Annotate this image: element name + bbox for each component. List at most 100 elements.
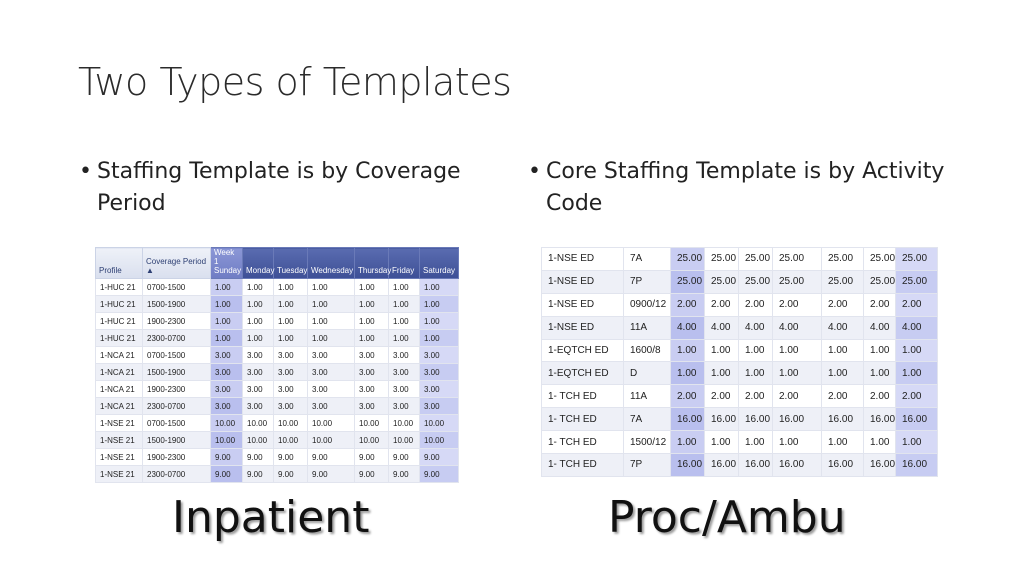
table-cell[interactable]: 9.00	[242, 465, 274, 483]
table-cell[interactable]: 25.00	[704, 247, 739, 271]
table-cell[interactable]: 1.00	[738, 361, 773, 386]
table-cell[interactable]: 1.00	[273, 295, 308, 313]
table-cell[interactable]: 3.00	[242, 363, 274, 381]
table-cell[interactable]: 16.00	[863, 407, 896, 432]
table-cell[interactable]: 1.00	[242, 312, 274, 330]
table-cell[interactable]: 1-NSE ED	[541, 315, 624, 340]
table-cell[interactable]: 9.00	[210, 465, 243, 483]
table-cell[interactable]: 9.00	[273, 465, 308, 483]
table-cell[interactable]: 10.00	[273, 431, 308, 449]
column-header-friday[interactable]: Friday	[388, 247, 420, 279]
table-row[interactable]: 1-NSE ED 0900/12 2.00 2.00 2.00 2.00 2.00 2.00 2…	[541, 292, 938, 317]
table-cell[interactable]: 10.00	[307, 431, 355, 449]
table-cell[interactable]: 16.00	[895, 453, 938, 477]
table-cell[interactable]: 25.00	[670, 269, 705, 294]
table-cell[interactable]: 1.00	[210, 278, 243, 296]
table-cell[interactable]: 1-NSE 21	[95, 465, 143, 483]
table-cell[interactable]: 1.00	[242, 278, 274, 296]
table-cell[interactable]: 25.00	[772, 269, 822, 294]
table-cell[interactable]: 10.00	[273, 414, 308, 432]
table-cell[interactable]: 1.00	[895, 338, 938, 363]
table-cell[interactable]: 1.00	[419, 312, 459, 330]
table-cell[interactable]: 1.00	[895, 361, 938, 386]
table-row[interactable]: 1-NSE ED 7P 25.00 25.00 25.00 25.00 25.00 25.00…	[541, 269, 938, 294]
table-cell[interactable]: 1.00	[821, 430, 864, 455]
table-cell[interactable]: 1-HUC 21	[95, 278, 143, 296]
table-cell[interactable]: 16.00	[704, 453, 739, 477]
column-header-sunday[interactable]: Week 1 Sunday	[210, 247, 243, 279]
table-cell[interactable]: 7P	[623, 269, 671, 294]
table-cell[interactable]: 1-HUC 21	[95, 312, 143, 330]
table-cell[interactable]: 2.00	[772, 292, 822, 317]
table-cell[interactable]: 2.00	[704, 292, 739, 317]
table-cell[interactable]: 7A	[623, 247, 671, 271]
table-cell[interactable]: 1.00	[388, 312, 420, 330]
table-cell[interactable]: D	[623, 361, 671, 386]
table-row[interactable]: 1-HUC 21 2300-0700 1.00 1.00 1.00 1.00 1.00 1.0…	[95, 329, 459, 347]
table-cell[interactable]: 1.00	[388, 278, 420, 296]
table-cell[interactable]: 3.00	[354, 397, 389, 415]
table-cell[interactable]: 3.00	[242, 380, 274, 398]
table-cell[interactable]: 3.00	[307, 380, 355, 398]
table-row[interactable]: 1- TCH ED 7P 16.00 16.00 16.00 16.00 16.00 16.0…	[541, 453, 938, 477]
table-cell[interactable]: 3.00	[273, 380, 308, 398]
table-cell[interactable]: 25.00	[704, 269, 739, 294]
table-cell[interactable]: 3.00	[210, 346, 243, 364]
table-cell[interactable]: 1.00	[821, 361, 864, 386]
table-cell[interactable]: 25.00	[895, 269, 938, 294]
table-cell[interactable]: 16.00	[895, 407, 938, 432]
table-cell[interactable]: 1.00	[307, 295, 355, 313]
table-cell[interactable]: 1.00	[273, 278, 308, 296]
column-header-coverage-period[interactable]: Coverage Period ▲	[142, 247, 211, 279]
table-cell[interactable]: 10.00	[307, 414, 355, 432]
table-cell[interactable]: 2.00	[670, 292, 705, 317]
table-cell[interactable]: 9.00	[354, 465, 389, 483]
table-cell[interactable]: 1.00	[354, 329, 389, 347]
table-row[interactable]: 1-NSE ED 7A 25.00 25.00 25.00 25.00 25.00 25.00…	[541, 247, 938, 271]
table-cell[interactable]: 1.00	[863, 361, 896, 386]
table-cell[interactable]: 0900/12	[623, 292, 671, 317]
table-cell[interactable]: 1.00	[772, 361, 822, 386]
table-cell[interactable]: 1500-1900	[142, 363, 211, 381]
table-cell[interactable]: 1.00	[772, 430, 822, 455]
column-header-tuesday[interactable]: Tuesday	[273, 247, 308, 279]
table-cell[interactable]: 25.00	[738, 269, 773, 294]
table-cell[interactable]: 1.00	[704, 338, 739, 363]
table-cell[interactable]: 3.00	[419, 346, 459, 364]
table-cell[interactable]: 1.00	[273, 312, 308, 330]
table-cell[interactable]: 1-NCA 21	[95, 380, 143, 398]
table-cell[interactable]: 25.00	[863, 247, 896, 271]
table-cell[interactable]: 10.00	[210, 431, 243, 449]
table-row[interactable]: 1-NCA 21 0700-1500 3.00 3.00 3.00 3.00 3.00 3.0…	[95, 346, 459, 364]
table-cell[interactable]: 1.00	[388, 329, 420, 347]
table-cell[interactable]: 3.00	[273, 397, 308, 415]
table-cell[interactable]: 3.00	[388, 380, 420, 398]
table-cell[interactable]: 1.00	[738, 430, 773, 455]
table-cell[interactable]: 10.00	[210, 414, 243, 432]
table-cell[interactable]: 1.00	[210, 295, 243, 313]
table-cell[interactable]: 3.00	[242, 346, 274, 364]
table-cell[interactable]: 1.00	[670, 338, 705, 363]
table-cell[interactable]: 4.00	[738, 315, 773, 340]
table-cell[interactable]: 16.00	[704, 407, 739, 432]
table-cell[interactable]: 1-NSE ED	[541, 269, 624, 294]
table-cell[interactable]: 1-EQTCH ED	[541, 361, 624, 386]
table-cell[interactable]: 1-NSE 21	[95, 448, 143, 466]
table-cell[interactable]: 9.00	[210, 448, 243, 466]
table-cell[interactable]: 2.00	[738, 292, 773, 317]
table-cell[interactable]: 1.00	[670, 361, 705, 386]
table-cell[interactable]: 25.00	[670, 247, 705, 271]
table-cell[interactable]: 3.00	[354, 346, 389, 364]
table-cell[interactable]: 1.00	[738, 338, 773, 363]
table-cell[interactable]: 1-HUC 21	[95, 295, 143, 313]
table-cell[interactable]: 1.00	[419, 329, 459, 347]
table-cell[interactable]: 16.00	[670, 407, 705, 432]
table-cell[interactable]: 0700-1500	[142, 278, 211, 296]
table-cell[interactable]: 1.00	[670, 430, 705, 455]
table-row[interactable]: 1-EQTCH ED D 1.00 1.00 1.00 1.00 1.00 1.00 1.00	[541, 361, 938, 386]
table-cell[interactable]: 16.00	[863, 453, 896, 477]
table-cell[interactable]: 2.00	[863, 384, 896, 409]
table-cell[interactable]: 3.00	[388, 363, 420, 381]
table-cell[interactable]: 1.00	[354, 278, 389, 296]
table-cell[interactable]: 1-NSE 21	[95, 431, 143, 449]
